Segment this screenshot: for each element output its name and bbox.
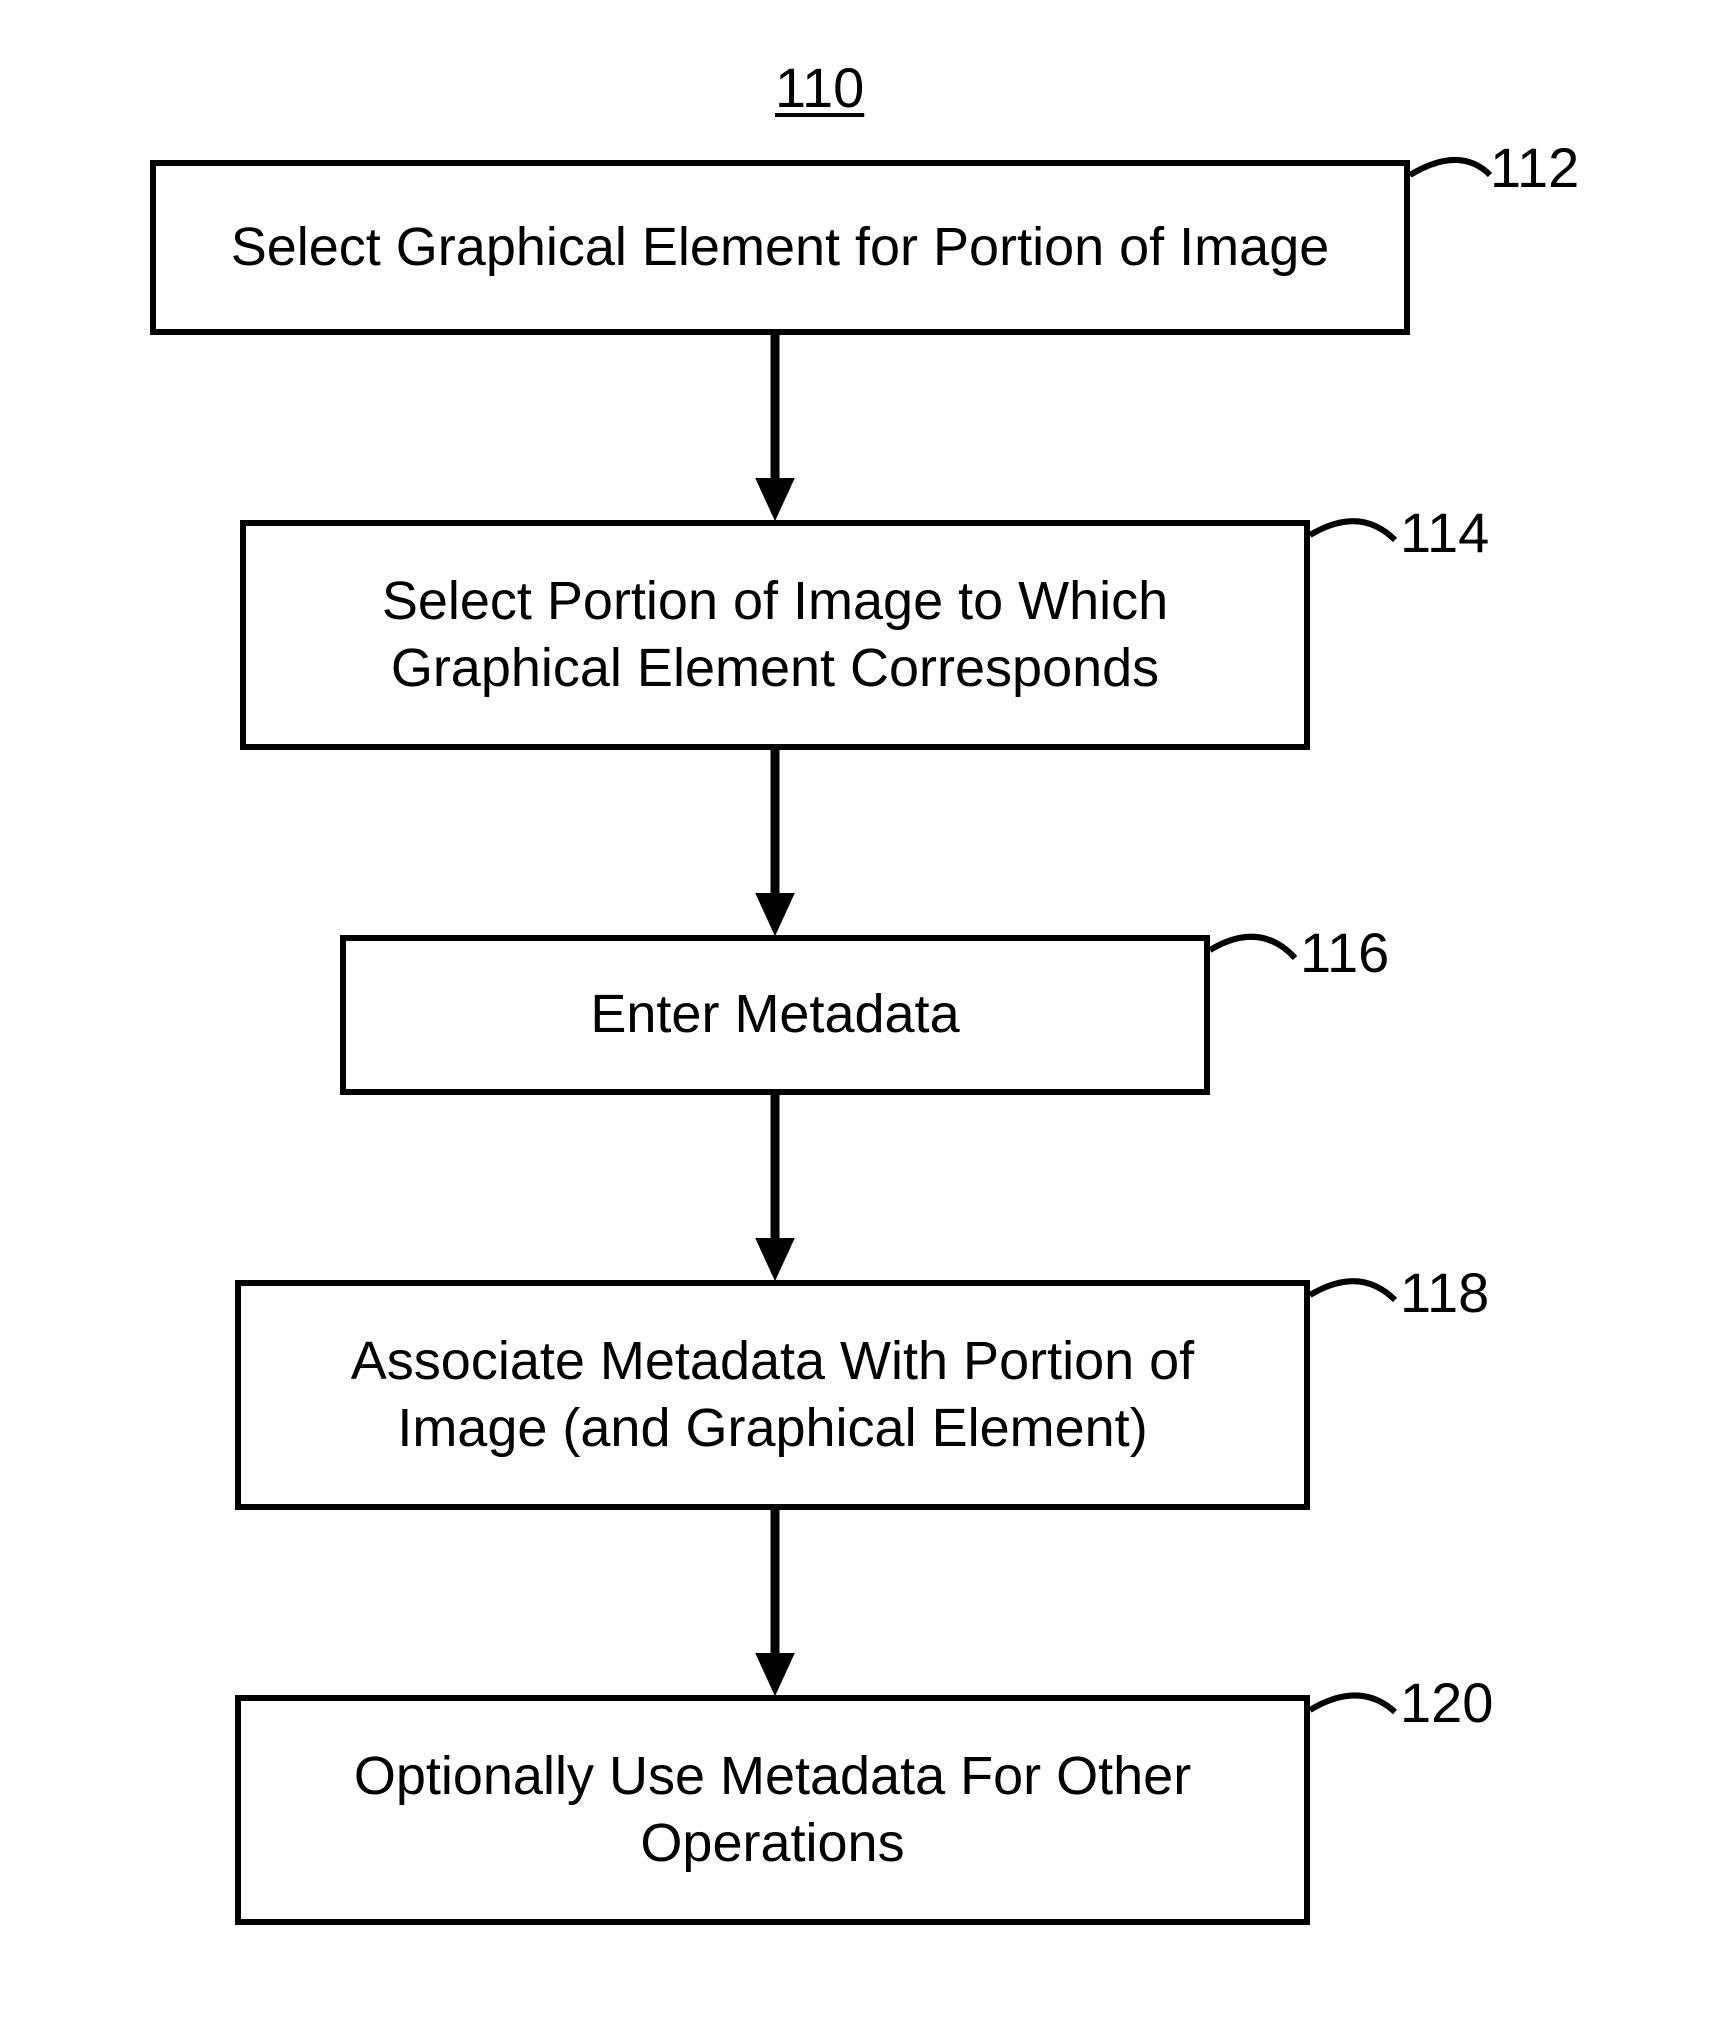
diagram-title: 110 [775, 55, 864, 120]
flow-step-114: Select Portion of Image to Which Graphic… [240, 520, 1310, 750]
leader-116 [1210, 937, 1295, 958]
ref-label-116: 116 [1300, 920, 1389, 985]
leader-114 [1310, 521, 1395, 540]
flowchart-canvas: 110 Select Graphical Element for Portion… [0, 0, 1710, 2026]
flow-step-118: Associate Metadata With Portion of Image… [235, 1280, 1310, 1510]
flow-step-112: Select Graphical Element for Portion of … [150, 160, 1410, 335]
ref-label-114: 114 [1400, 500, 1489, 565]
flow-step-120: Optionally Use Metadata For Other Operat… [235, 1695, 1310, 1925]
flow-step-116: Enter Metadata [340, 935, 1210, 1095]
ref-label-118: 118 [1400, 1260, 1489, 1325]
ref-label-120: 120 [1400, 1670, 1493, 1735]
leader-118 [1310, 1281, 1395, 1300]
leader-120 [1310, 1695, 1395, 1712]
ref-label-112: 112 [1490, 135, 1579, 200]
leader-112 [1410, 160, 1490, 175]
